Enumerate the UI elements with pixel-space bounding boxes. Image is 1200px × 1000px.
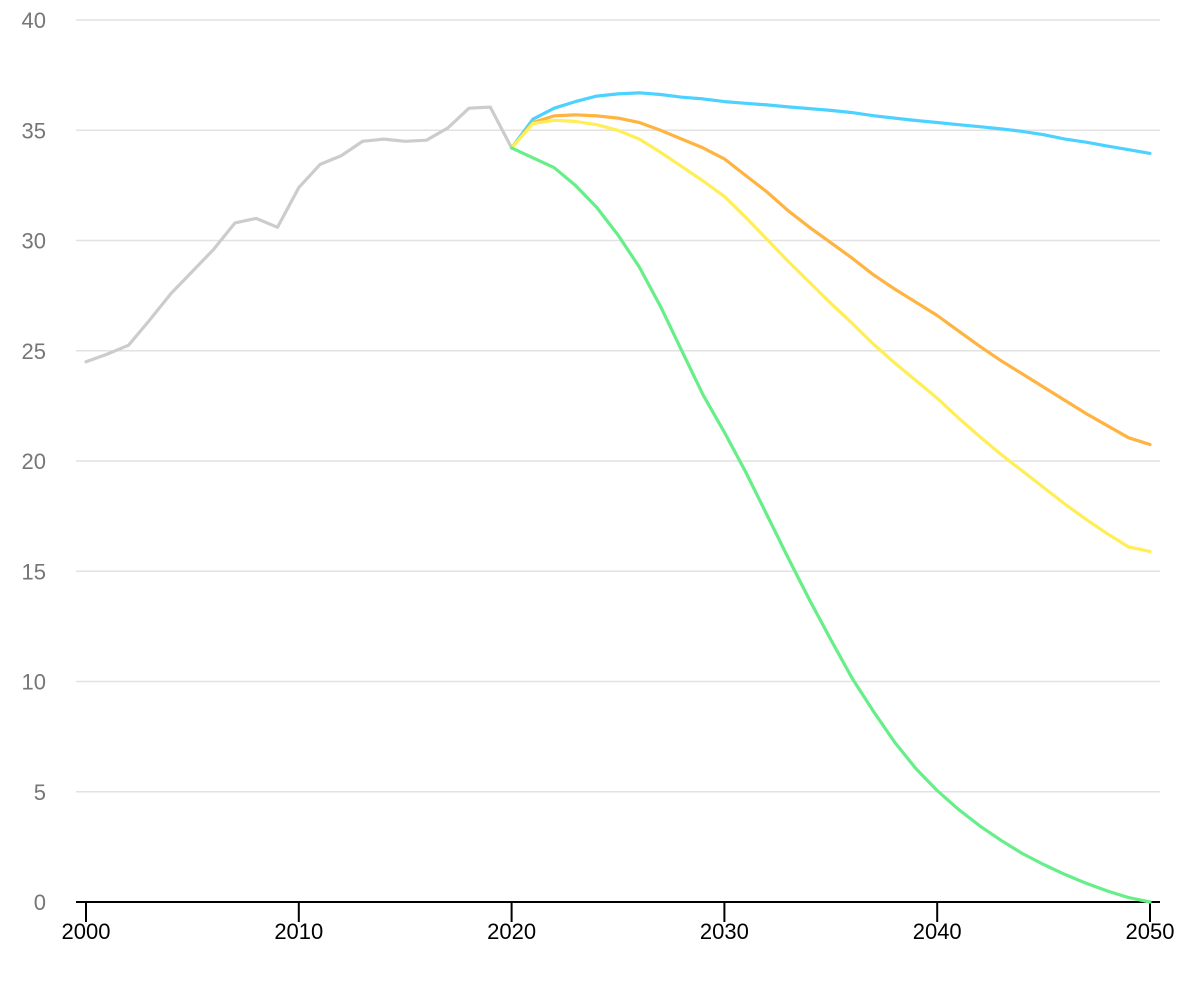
- y-tick-label: 25: [22, 339, 46, 364]
- x-tick-label: 2030: [700, 919, 749, 944]
- y-tick-label: 15: [22, 559, 46, 584]
- y-tick-label: 10: [22, 670, 46, 695]
- y-axis-ticks: 0 5 10 15 20 25 30 35 40: [22, 8, 46, 915]
- grid-lines: [76, 19, 1160, 793]
- yellow-scenario-line: [510, 118, 1152, 554]
- y-tick-label: 5: [34, 780, 46, 805]
- y-tick-label: 20: [22, 449, 46, 474]
- y-tick-label: 35: [22, 118, 46, 143]
- x-tick-label: 2050: [1126, 919, 1175, 944]
- green-scenario-line: [510, 146, 1152, 904]
- x-tick-label: 2040: [913, 919, 962, 944]
- blue-scenario-line: [510, 91, 1152, 155]
- x-axis: 2000 2010 2020 2030 2040 2050: [62, 901, 1175, 944]
- x-tick-label: 2010: [274, 919, 323, 944]
- y-tick-label: 30: [22, 229, 46, 254]
- orange-scenario-line: [510, 113, 1152, 447]
- x-tick-label: 2000: [62, 919, 111, 944]
- y-tick-label: 40: [22, 8, 46, 33]
- y-tick-label: 0: [34, 890, 46, 915]
- historical-line: [84, 105, 514, 364]
- x-tick-label: 2020: [487, 919, 536, 944]
- series-lines: [84, 91, 1152, 904]
